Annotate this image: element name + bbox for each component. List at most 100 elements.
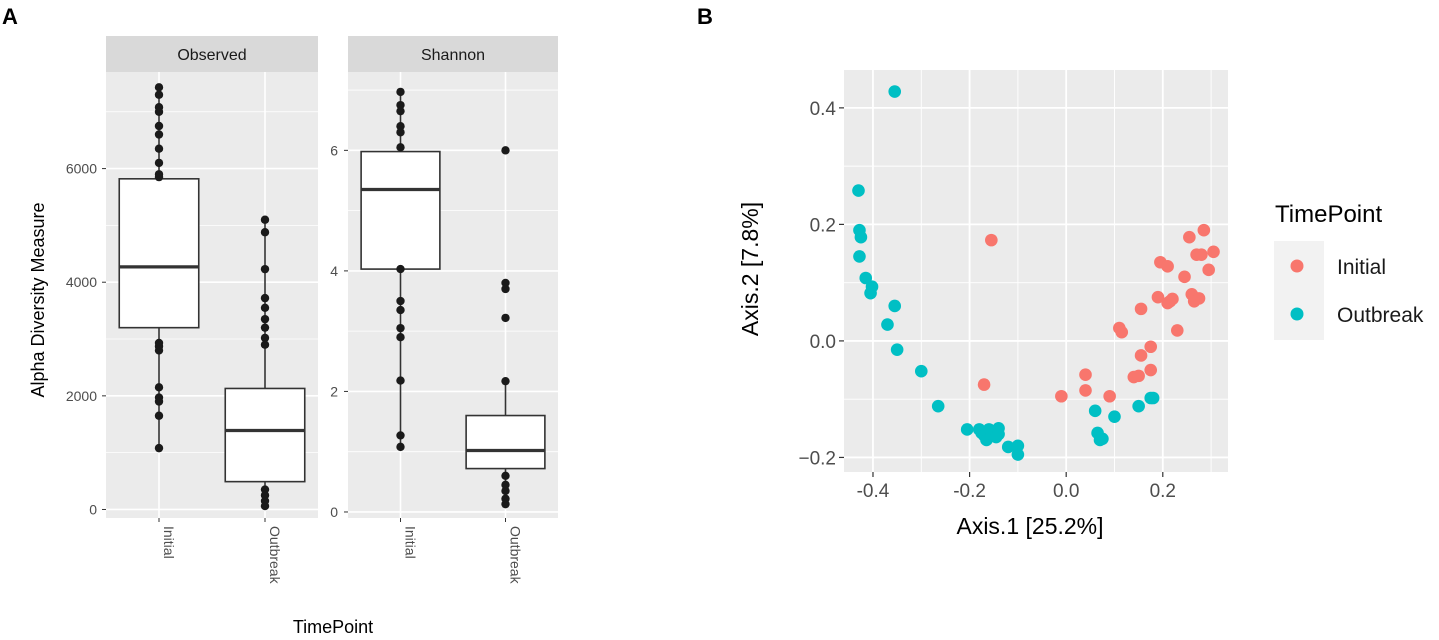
y-tick-label: 2 bbox=[330, 383, 338, 399]
x-tick-label: -0.4 bbox=[857, 481, 890, 502]
scatter-point-outbreak bbox=[1088, 404, 1102, 418]
box-outbreak bbox=[465, 414, 546, 470]
legend-key-background bbox=[1274, 241, 1324, 340]
y-tick-label: 0.0 bbox=[810, 332, 836, 353]
data-point bbox=[154, 172, 164, 182]
data-point bbox=[501, 284, 510, 294]
scatter-point-outbreak bbox=[888, 299, 902, 313]
data-point bbox=[396, 332, 405, 342]
y-axis-title-a: Alpha Diversity Measure bbox=[28, 202, 48, 397]
legend-label-outbreak: Outbreak bbox=[1337, 304, 1424, 327]
y-axis-title-b: Axis.2 [7.8%] bbox=[737, 202, 763, 336]
box-outbreak bbox=[224, 387, 306, 483]
box-initial bbox=[360, 150, 441, 270]
y-tick-label: 6000 bbox=[66, 161, 97, 177]
scatter-point-outbreak bbox=[1001, 440, 1015, 454]
data-point bbox=[260, 340, 270, 349]
data-point bbox=[260, 215, 270, 224]
data-point bbox=[260, 333, 270, 343]
scatter-point-initial bbox=[1195, 248, 1208, 261]
data-point bbox=[501, 313, 510, 323]
data-point bbox=[154, 144, 164, 153]
data-point bbox=[260, 293, 270, 303]
y-tick-label: 0.4 bbox=[810, 99, 837, 120]
scatter-point-outbreak bbox=[854, 230, 868, 244]
facet-strip bbox=[106, 36, 318, 72]
data-point bbox=[501, 278, 510, 288]
data-point bbox=[154, 397, 164, 406]
data-point bbox=[154, 158, 164, 168]
x-tick-label: Outbreak bbox=[508, 526, 524, 585]
scatter-point-outbreak bbox=[859, 271, 873, 285]
y-tick-label: 0 bbox=[330, 504, 338, 520]
x-tick-label: Initial bbox=[161, 526, 177, 559]
data-point bbox=[154, 130, 164, 139]
scatter-point-initial bbox=[1192, 292, 1206, 305]
scatter-point-outbreak bbox=[1146, 391, 1160, 405]
x-tick-label: 0.2 bbox=[1150, 481, 1176, 502]
facet-shannon: Shannon 0 2 4 6 Initial Outbreak bbox=[330, 36, 558, 585]
scatter-point-outbreak bbox=[992, 427, 1005, 441]
scatter-point-initial bbox=[1134, 349, 1148, 362]
facet-strip-label: Shannon bbox=[421, 47, 485, 64]
data-point bbox=[154, 443, 164, 453]
scatter-point-initial bbox=[1055, 389, 1068, 403]
scatter-point-initial bbox=[1161, 260, 1174, 273]
scatter-point-outbreak bbox=[890, 343, 904, 356]
scatter-point-outbreak bbox=[914, 364, 928, 378]
data-point bbox=[396, 305, 405, 315]
data-point bbox=[396, 128, 405, 137]
panel-label-b: B bbox=[697, 4, 713, 29]
x-axis-title-b: Axis.1 [25.2%] bbox=[956, 513, 1103, 539]
scatter-point-outbreak bbox=[853, 250, 866, 263]
panel-a-boxplots: Observed 0 2000 4000 6000 Initial Outbreak Sha… bbox=[28, 36, 558, 637]
panel-b-ordination: -0.4 -0.2 0.0 0.2 −0.2 0.0 0.2 0.4 Axis.1 [25.2… bbox=[737, 70, 1424, 539]
scatter-point-initial bbox=[1134, 302, 1148, 316]
facet-strip bbox=[348, 36, 558, 72]
y-tick-label: 0.2 bbox=[810, 215, 836, 236]
scatter-point-outbreak bbox=[960, 423, 974, 436]
scatter-point-initial bbox=[985, 233, 998, 247]
legend-label-initial: Initial bbox=[1337, 256, 1386, 279]
scatter-point-outbreak bbox=[1011, 448, 1025, 461]
scatter-point-initial bbox=[1132, 369, 1145, 383]
scatter-point-initial bbox=[1115, 325, 1129, 339]
panel-label-a: A bbox=[2, 4, 18, 29]
data-point bbox=[154, 83, 164, 92]
data-point bbox=[501, 499, 510, 509]
scatter-point-outbreak bbox=[1108, 410, 1121, 423]
data-point bbox=[501, 471, 510, 481]
data-point bbox=[260, 323, 270, 332]
scatter-point-initial bbox=[1079, 368, 1092, 382]
scatter-point-initial bbox=[1103, 389, 1116, 403]
data-point bbox=[396, 442, 405, 452]
data-point bbox=[260, 314, 270, 324]
scatter-point-outbreak bbox=[1132, 399, 1145, 413]
x-axis-title-a: TimePoint bbox=[293, 617, 373, 637]
scatter-point-outbreak bbox=[888, 85, 902, 98]
legend-title: TimePoint bbox=[1275, 201, 1382, 228]
y-tick-label: −0.2 bbox=[798, 448, 836, 469]
data-point bbox=[154, 121, 164, 131]
data-point bbox=[396, 122, 405, 131]
data-point bbox=[154, 90, 164, 99]
scatter-point-initial bbox=[1183, 230, 1196, 244]
data-point bbox=[396, 106, 405, 116]
scatter-point-outbreak bbox=[864, 286, 877, 300]
data-point bbox=[154, 107, 164, 116]
y-tick-label: 6 bbox=[330, 142, 338, 158]
y-tick-label: 0 bbox=[89, 501, 97, 517]
box-initial bbox=[118, 178, 200, 329]
x-tick-label: Initial bbox=[403, 526, 419, 559]
scatter-point-initial bbox=[977, 378, 991, 391]
scatter-plot: -0.4 -0.2 0.0 0.2 −0.2 0.0 0.2 0.4 bbox=[798, 70, 1228, 502]
scatter-point-initial bbox=[1079, 384, 1092, 397]
data-point bbox=[396, 87, 405, 97]
scatter-point-initial bbox=[1197, 223, 1211, 237]
data-point bbox=[501, 146, 510, 155]
facet-observed: Observed 0 2000 4000 6000 Initial Outbreak bbox=[66, 36, 318, 585]
scatter-point-initial bbox=[1178, 270, 1191, 284]
scatter-point-outbreak bbox=[1096, 432, 1109, 446]
data-point bbox=[396, 296, 405, 306]
